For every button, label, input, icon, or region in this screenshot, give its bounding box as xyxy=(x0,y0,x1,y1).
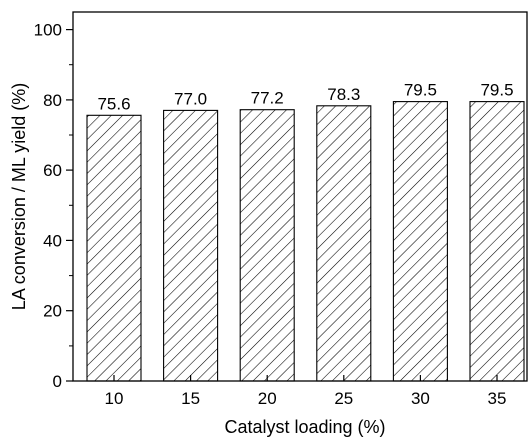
y-tick-label: 100 xyxy=(34,21,62,40)
value-label: 79.5 xyxy=(480,81,513,100)
value-label: 77.2 xyxy=(251,89,284,108)
bar xyxy=(392,101,448,382)
bar xyxy=(239,109,295,382)
x-axis: 10 15 20 25 30 35 xyxy=(105,375,507,408)
y-tick-label: 80 xyxy=(43,91,62,110)
x-tick-label: 25 xyxy=(334,389,353,408)
y-tick-label: 0 xyxy=(53,372,62,391)
x-tick-label: 15 xyxy=(181,389,200,408)
bar xyxy=(86,114,142,382)
value-label: 78.3 xyxy=(327,85,360,104)
value-labels-group: 75.6 77.0 77.2 78.3 79.5 79.5 xyxy=(97,81,513,114)
bar xyxy=(163,109,219,382)
y-axis: 0 20 40 60 80 100 xyxy=(34,21,73,391)
value-label: 79.5 xyxy=(404,81,437,100)
x-tick-label: 10 xyxy=(105,389,124,408)
y-axis-title: LA conversion / ML yield (%) xyxy=(9,83,29,310)
x-tick-label: 35 xyxy=(488,389,507,408)
bars-group xyxy=(86,101,525,382)
value-label: 75.6 xyxy=(97,94,130,113)
y-tick-label: 20 xyxy=(43,302,62,321)
y-tick-label: 40 xyxy=(43,231,62,250)
bar xyxy=(469,101,525,382)
y-tick-label: 60 xyxy=(43,161,62,180)
plot-area xyxy=(72,11,528,382)
x-tick-label: 20 xyxy=(258,389,277,408)
bar xyxy=(316,105,372,382)
x-axis-title: Catalyst loading (%) xyxy=(224,417,385,437)
x-tick-label: 30 xyxy=(411,389,430,408)
plot-border xyxy=(72,11,528,382)
value-label: 77.0 xyxy=(174,89,207,108)
